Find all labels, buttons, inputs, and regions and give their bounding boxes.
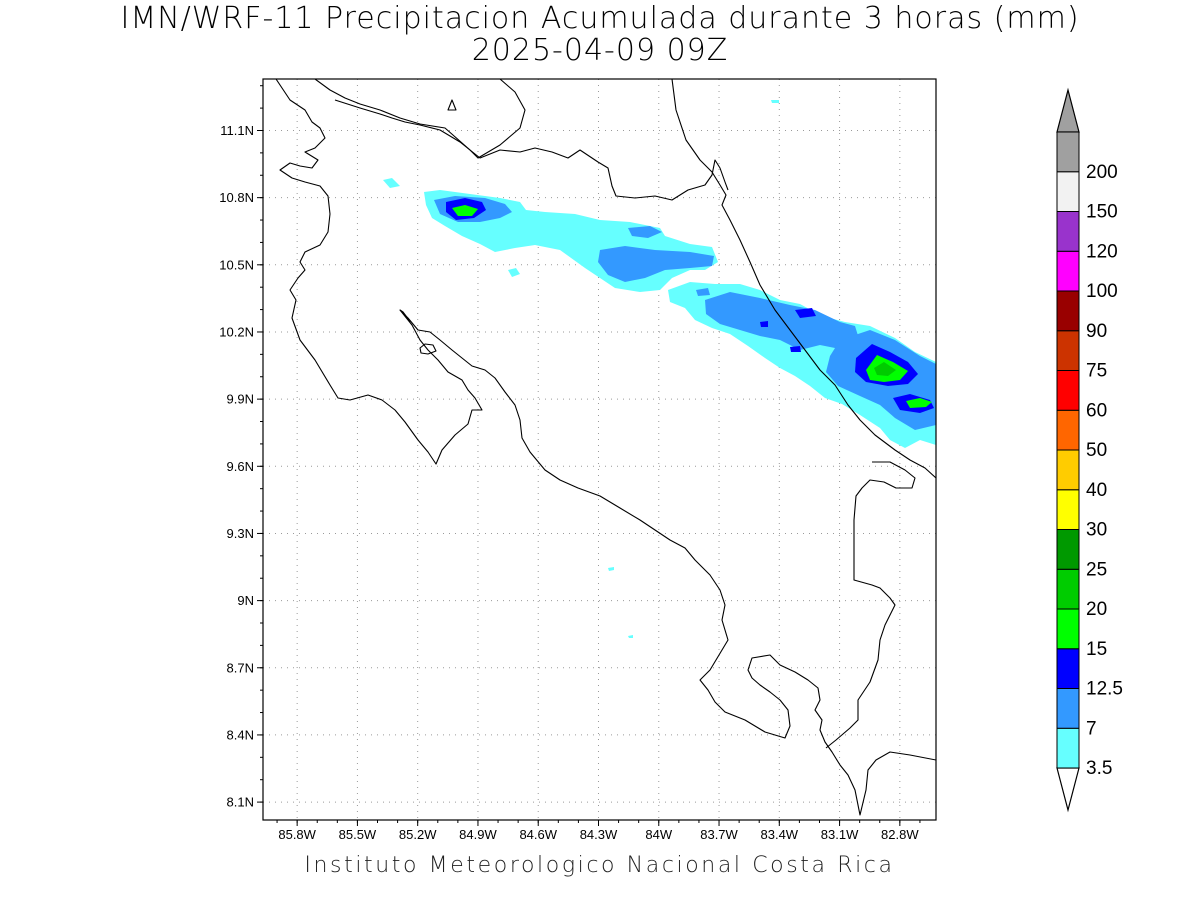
lat-label: 10.5N — [219, 257, 254, 272]
colorbar-high-arrow — [1056, 87, 1080, 133]
colorbar-segment — [1056, 568, 1080, 610]
lon-label: 84.6W — [519, 827, 557, 842]
colorbar-label: 90 — [1086, 321, 1107, 342]
colorbar-segment — [1056, 688, 1080, 729]
rain-blue-dot1 — [760, 321, 768, 327]
nicaragua-pacific-coast — [275, 79, 936, 816]
colorbar-label: 60 — [1086, 400, 1107, 421]
colorbar-label: 150 — [1086, 202, 1118, 223]
colorbar-segment — [1056, 608, 1080, 650]
colorbar-segment — [1056, 489, 1080, 530]
colorbar-label: 40 — [1086, 480, 1107, 501]
lat-label: 8.4N — [227, 727, 254, 742]
coastlines — [275, 79, 936, 816]
colorbar-segment — [1056, 727, 1080, 769]
rain-midgreen-se — [874, 362, 896, 376]
colorbar-label: 25 — [1086, 559, 1107, 580]
colorbar-segment — [1056, 290, 1080, 332]
lon-label: 85.5W — [339, 827, 377, 842]
longitude-labels: 85.8W 85.5W 85.2W 84.9W 84.6W 84.3W 84W 83.7W 83… — [278, 827, 919, 842]
colorbar-label: 3.5 — [1086, 758, 1112, 779]
rain-blue-dot3 — [790, 346, 801, 352]
institution-footer: Instituto Meteorologico Nacional Costa R… — [304, 853, 895, 878]
rain-lightblue-dot — [696, 288, 710, 296]
colorbar-segment — [1056, 648, 1080, 689]
lon-label: 83.4W — [761, 827, 799, 842]
latitude-labels: 11.1N 10.8N 10.5N 10.2N 9.9N 9.6N 9.3N 9N 8.7N 8.… — [219, 123, 254, 810]
lon-label: 82.8W — [881, 827, 919, 842]
plot-area — [263, 79, 936, 820]
lat-label: 9.3N — [227, 526, 254, 541]
lon-label: 84W — [645, 827, 672, 842]
colorbar-label: 15 — [1086, 639, 1107, 660]
lat-label: 11.1N — [220, 123, 254, 138]
plot-frame — [262, 78, 937, 821]
colorbar-label: 20 — [1086, 599, 1107, 620]
lake-islet — [447, 99, 457, 111]
colorbar-segment — [1056, 131, 1080, 173]
lon-label: 85.8W — [278, 827, 316, 842]
axis-ticks — [257, 85, 921, 826]
panama-border — [825, 461, 916, 749]
colorbar-segment — [1056, 330, 1080, 371]
colorbar-low-arrow — [1056, 767, 1080, 813]
ometepe-island — [419, 343, 437, 355]
colorbar-segment — [1056, 529, 1080, 570]
lat-label: 9.6N — [227, 459, 254, 474]
lake-nicaragua-shore — [314, 79, 526, 159]
caribbean-coast-north — [671, 79, 936, 479]
rain-lightblue-mid2 — [628, 226, 662, 238]
colorbar-segment — [1056, 171, 1080, 212]
rain-green-se2 — [906, 398, 932, 408]
rain-lightblue-mid — [598, 246, 714, 282]
rain-green-nw — [452, 205, 478, 216]
map-datetime: 2025-04-09 09Z — [471, 33, 729, 68]
rain-cyan-dot5 — [771, 100, 779, 103]
lon-label: 83.1W — [821, 827, 859, 842]
lon-label: 84.9W — [459, 827, 497, 842]
colorbar-label: 30 — [1086, 520, 1107, 541]
colorbar-label: 75 — [1086, 361, 1107, 382]
colorbar-label: 120 — [1086, 241, 1118, 262]
rain-lightblue-se1 — [705, 292, 860, 350]
colorbar-label: 12.5 — [1086, 679, 1123, 700]
colorbar: 3.5 7 12.5 15 20 25 30 40 50 60 75 90 100 120 150 200 — [1056, 87, 1123, 813]
rain-cyan-dot3 — [608, 567, 614, 571]
lat-label: 9N — [237, 593, 254, 608]
colorbar-segment — [1056, 449, 1080, 491]
colorbar-label: 100 — [1086, 281, 1118, 302]
lon-label: 85.2W — [399, 827, 437, 842]
precipitation-field — [383, 100, 936, 638]
nicaragua-cr-border — [334, 99, 729, 201]
colorbar-segment — [1056, 211, 1080, 252]
rain-cyan-dot1 — [383, 178, 400, 188]
lat-label: 10.2N — [219, 324, 254, 339]
rain-cyan-dot2 — [508, 268, 520, 277]
colorbar-label: 7 — [1086, 718, 1097, 739]
colorbar-segment — [1056, 250, 1080, 292]
nicoya-tip — [399, 309, 411, 323]
colorbar-segment — [1056, 370, 1080, 411]
colorbar-label: 50 — [1086, 440, 1107, 461]
colorbar-label: 200 — [1086, 162, 1118, 183]
map-title: IMN/WRF-11 Precipitacion Acumulada duran… — [120, 1, 1080, 36]
rain-cyan-dot4 — [628, 635, 633, 638]
lat-label: 10.8N — [219, 190, 254, 205]
rain-blue-dot2 — [795, 308, 816, 318]
lat-label: 9.9N — [227, 392, 254, 407]
lat-label: 8.1N — [227, 795, 254, 810]
lon-label: 83.7W — [700, 827, 738, 842]
lon-label: 84.3W — [580, 827, 618, 842]
lat-label: 8.7N — [227, 660, 254, 675]
colorbar-segment — [1056, 409, 1080, 451]
